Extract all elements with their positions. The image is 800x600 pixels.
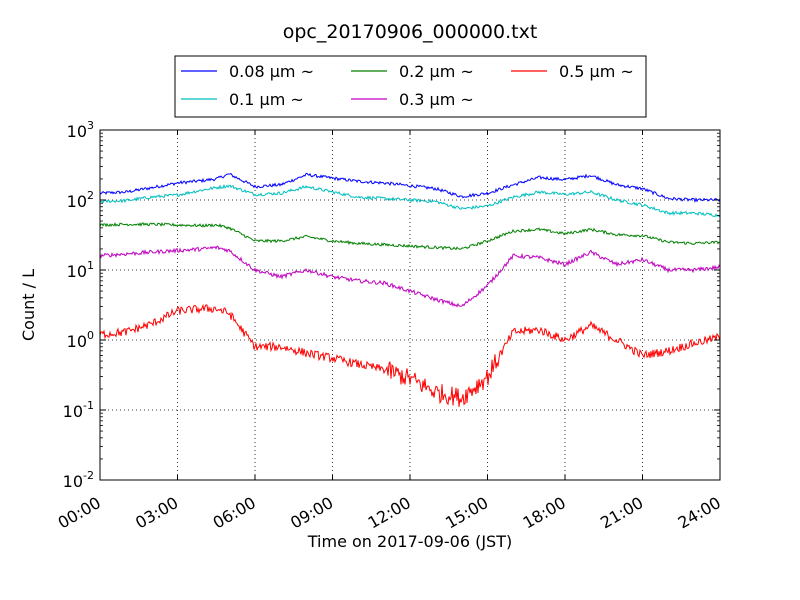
legend-label: 0.5 μm ~ <box>559 62 634 81</box>
legend-box <box>174 55 647 118</box>
y-tick-label: 10-1 <box>63 399 94 421</box>
legend-label: 0.3 μm ~ <box>399 90 474 109</box>
y-tick-label: 103 <box>67 119 94 141</box>
y-tick-label: 100 <box>67 329 94 351</box>
series-line <box>99 303 721 407</box>
series-layer <box>99 172 721 407</box>
y-tick-label: 101 <box>67 259 94 281</box>
legend-label: 0.2 μm ~ <box>399 62 474 81</box>
x-axis-label: Time on 2017-09-06 (JST) <box>307 532 512 551</box>
legend-label: 0.08 μm ~ <box>229 62 314 81</box>
series-line <box>99 245 721 308</box>
series-line <box>99 183 721 218</box>
series-line <box>99 221 721 251</box>
chart-title: opc_20170906_000000.txt <box>283 21 538 43</box>
legend: 0.08 μm ~ 0.1 μm ~ 0.2 μm ~ 0.3 μm ~ 0.5 μm … <box>174 55 647 118</box>
y-axis-label: Count / L <box>19 269 38 341</box>
y-tick-label: 10-2 <box>63 469 94 491</box>
series-line <box>99 172 721 204</box>
y-tick-label: 102 <box>67 189 94 211</box>
legend-label: 0.1 μm ~ <box>229 90 304 109</box>
